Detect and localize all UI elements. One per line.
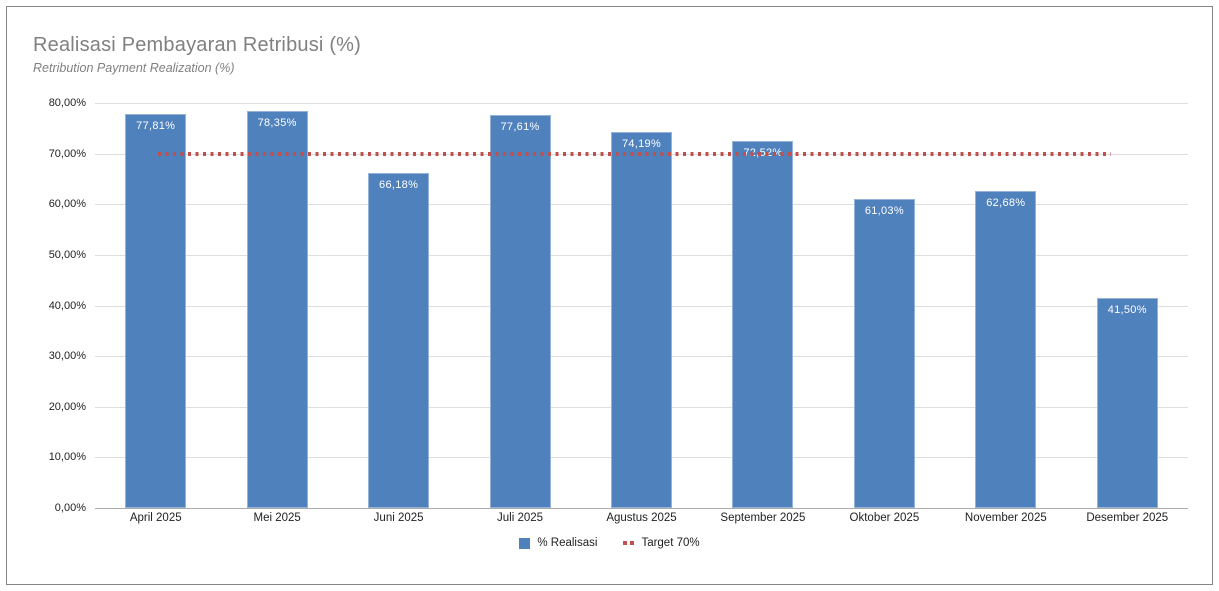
bar-value-label: 61,03% <box>864 205 904 218</box>
x-tick-label: November 2025 <box>964 512 1047 524</box>
bar-juni-2025: 66,18% <box>368 172 430 508</box>
target-line-marker-icon <box>623 541 635 545</box>
y-axis-labels: 0,00% 10,00% 20,00% 30,00% 40,00% 50,00% 60,00… <box>0 97 86 514</box>
target-line <box>157 151 1112 156</box>
x-tick-label: September 2025 <box>720 512 806 524</box>
y-tick-label: 70,00% <box>48 147 86 160</box>
bar-series-swatch-icon <box>519 537 531 549</box>
x-tick-label: Mei 2025 <box>253 512 301 524</box>
bar-value-label: 77,81% <box>136 120 176 133</box>
bar-desember-2025: 41,50% <box>1096 297 1158 508</box>
bar-april-2025: 77,81% <box>125 114 187 508</box>
x-tick-label: April 2025 <box>129 512 182 524</box>
bar-value-label: 41,50% <box>1107 303 1147 316</box>
y-tick-label: 30,00% <box>48 350 86 363</box>
x-tick-label: Oktober 2025 <box>849 512 920 524</box>
bar-mei-2025: 78,35% <box>246 111 308 508</box>
bar-value-label: 77,61% <box>500 121 540 134</box>
x-tick-label: Desember 2025 <box>1086 512 1169 524</box>
bar-november-2025: 62,68% <box>975 190 1037 508</box>
legend-label-target: Target 70% <box>641 537 700 549</box>
plot-area: 77,81% 78,35% 66,18% 77,61% 74,19% 72,52% 61,0… <box>95 103 1188 509</box>
bar-juli-2025: 77,61% <box>489 115 551 508</box>
legend-label-realisasi: % Realisasi <box>537 537 598 549</box>
x-axis-labels: April 2025 Mei 2025 Juni 2025 Juli 2025 Agus… <box>95 512 1188 528</box>
legend-item-realisasi: % Realisasi <box>519 537 597 549</box>
chart-legend: % Realisasi Target 70% <box>0 537 1219 549</box>
bar-value-label: 62,68% <box>986 196 1026 209</box>
chart-title: Realisasi Pembayaran Retribusi (%) <box>33 34 362 56</box>
y-tick-label: 80,00% <box>48 97 86 109</box>
chart-subtitle: Retribution Payment Realization (%) <box>33 61 235 75</box>
y-tick-label: 50,00% <box>48 248 86 261</box>
gridline <box>95 103 1188 104</box>
x-tick-label: Agustus 2025 <box>606 512 677 524</box>
y-tick-label: 40,00% <box>48 299 86 312</box>
bar-value-label: 74,19% <box>621 138 662 151</box>
y-tick-label: 0,00% <box>54 502 86 514</box>
legend-item-target: Target 70% <box>623 537 700 549</box>
chart-outer-border <box>6 6 1213 585</box>
bar-oktober-2025: 61,03% <box>853 199 915 508</box>
y-tick-label: 60,00% <box>48 198 86 211</box>
bar-agustus-2025: 74,19% <box>611 132 672 508</box>
x-tick-label: Juli 2025 <box>497 512 544 524</box>
bar-september-2025: 72,52% <box>732 140 794 508</box>
bar-value-label: 78,35% <box>257 117 297 130</box>
y-tick-label: 10,00% <box>48 451 86 464</box>
bar-value-label: 66,18% <box>379 178 419 191</box>
x-tick-label: Juni 2025 <box>373 512 424 524</box>
y-tick-label: 20,00% <box>48 400 86 413</box>
